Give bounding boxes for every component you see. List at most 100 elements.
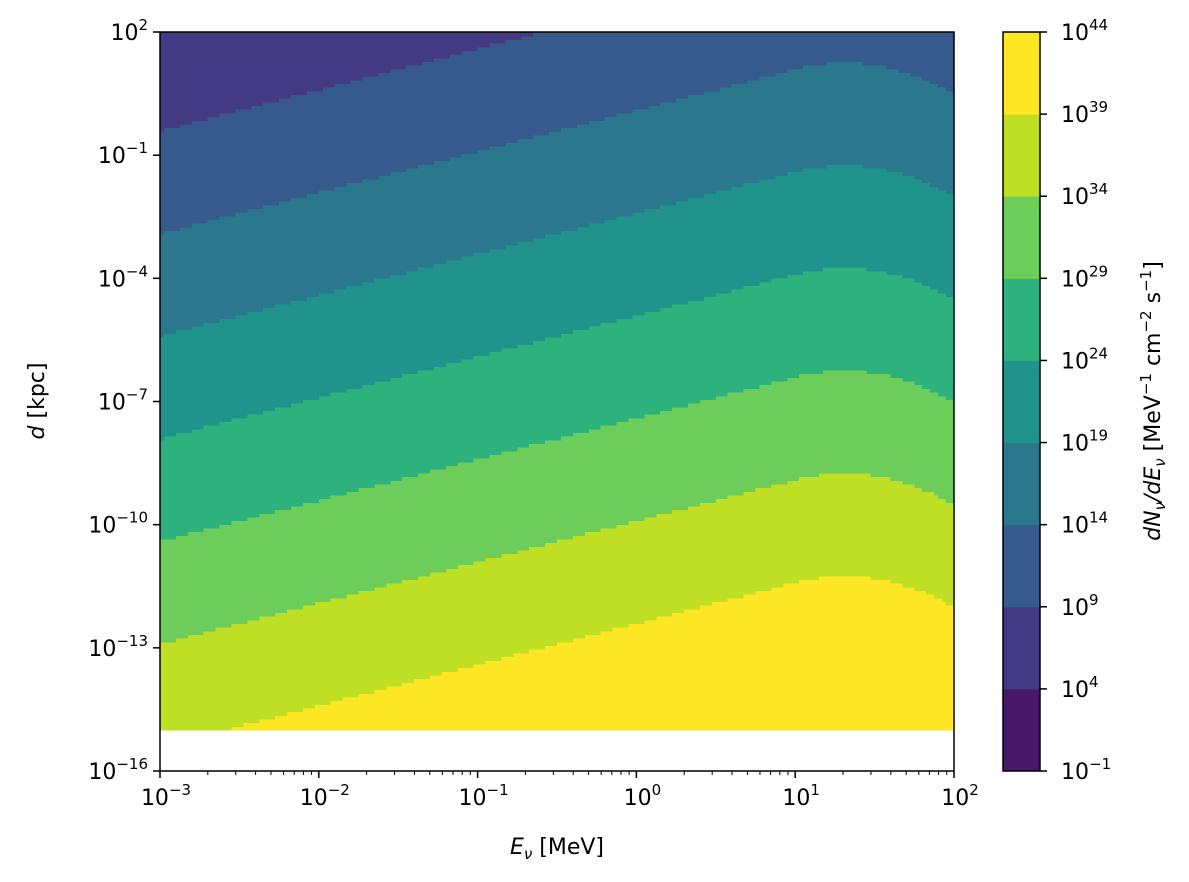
contour-cell xyxy=(910,72,954,77)
contour-cell xyxy=(545,645,954,650)
contour-cell xyxy=(513,652,954,658)
contour-cell xyxy=(374,689,954,694)
contour-cell xyxy=(890,373,954,378)
y-tick-label: 10−4 xyxy=(98,262,148,292)
contour-cell xyxy=(628,520,954,525)
contour-cell xyxy=(160,164,419,169)
contour-cell xyxy=(231,520,630,525)
contour-cell xyxy=(429,674,954,680)
contour-cell xyxy=(219,524,618,529)
contour-cell xyxy=(378,175,776,180)
contour-cell xyxy=(160,355,475,360)
colorbar xyxy=(1003,32,1040,772)
contour-cell xyxy=(930,79,954,85)
contour-cell xyxy=(501,656,954,661)
contour-cell xyxy=(517,344,954,349)
contour-cell xyxy=(160,586,375,591)
contour-cell xyxy=(306,193,705,198)
contour-cell xyxy=(390,377,788,382)
contour-cell xyxy=(731,83,939,88)
contour-cell xyxy=(179,226,578,231)
contour-cell xyxy=(231,726,954,731)
contour-cell xyxy=(672,509,954,514)
contour-cell xyxy=(743,594,935,599)
contour-cell xyxy=(160,54,451,59)
contour-cell xyxy=(160,726,233,731)
contour-cell xyxy=(457,667,954,672)
contour-cell xyxy=(160,520,233,525)
contour-cell xyxy=(160,208,248,213)
contour-cell xyxy=(477,149,954,154)
contour-cell xyxy=(429,469,954,474)
contour-cell xyxy=(160,549,518,555)
contour-cell xyxy=(826,61,864,66)
contour-cell xyxy=(946,189,954,195)
contour-cell xyxy=(759,281,923,287)
contour-cell xyxy=(160,597,332,602)
contour-cell xyxy=(572,638,954,643)
contour-cell xyxy=(644,619,954,625)
contour-cell xyxy=(160,696,344,702)
contour-cell xyxy=(302,399,701,404)
contour-cell xyxy=(560,230,954,235)
x-axis-ticks: 10−3 10−2 10−1 100 101 102 xyxy=(141,771,979,811)
contour-cell xyxy=(322,87,721,92)
contour-cell xyxy=(572,432,954,437)
contour-cell xyxy=(160,35,522,40)
contour-cell xyxy=(406,65,804,70)
contour-cell xyxy=(803,167,888,173)
contour-cell xyxy=(374,483,772,489)
contour-cell xyxy=(160,513,260,518)
contour-cell xyxy=(160,652,514,658)
x-tick-label: 100 xyxy=(624,781,662,811)
contour-cell xyxy=(160,454,491,459)
contour-cell xyxy=(572,535,954,540)
contour-cell xyxy=(160,377,391,382)
contour-cell xyxy=(160,57,435,62)
contour-cell xyxy=(449,54,954,59)
contour-cell xyxy=(160,223,193,228)
contour-cell xyxy=(402,682,954,687)
contour-cell xyxy=(402,579,800,584)
contour-cell xyxy=(699,502,954,507)
contour-cell xyxy=(362,76,761,81)
contour-cell xyxy=(259,513,657,518)
contour-cell xyxy=(902,274,954,279)
contour-cell xyxy=(160,436,165,441)
contour-cell xyxy=(934,491,954,496)
contour-cell xyxy=(160,450,503,456)
contour-cell xyxy=(160,171,391,176)
contour-cell xyxy=(160,660,487,665)
contour-cell xyxy=(160,256,463,261)
contour-cell xyxy=(160,491,348,496)
contour-cell xyxy=(660,410,954,415)
contour-cell xyxy=(505,142,954,147)
contour-cell xyxy=(418,472,820,478)
contour-cell xyxy=(477,46,954,51)
contour-cell xyxy=(314,601,713,606)
contour-cell xyxy=(644,414,954,419)
contour-cell xyxy=(160,336,546,342)
contour-cell xyxy=(160,410,264,415)
contour-cell xyxy=(160,667,459,672)
contour-cell xyxy=(160,571,431,577)
contour-cell xyxy=(160,560,475,566)
contour-cell xyxy=(715,395,947,400)
contour-cell xyxy=(160,153,463,158)
contour-cell xyxy=(886,167,954,173)
contour-cell xyxy=(160,281,364,287)
contour-cell xyxy=(160,564,459,569)
contour-cell xyxy=(160,722,244,727)
contour-cell xyxy=(160,461,459,467)
contour-cell xyxy=(259,616,657,621)
contour-cell xyxy=(362,178,761,184)
contour-cell xyxy=(473,355,954,360)
contour-cell xyxy=(616,215,954,220)
contour-cell xyxy=(160,292,320,298)
contour-cell xyxy=(771,586,915,591)
contour-cell xyxy=(302,707,954,713)
contour-cell xyxy=(160,575,419,580)
contour-cell xyxy=(160,542,546,547)
contour-cell xyxy=(922,487,954,492)
